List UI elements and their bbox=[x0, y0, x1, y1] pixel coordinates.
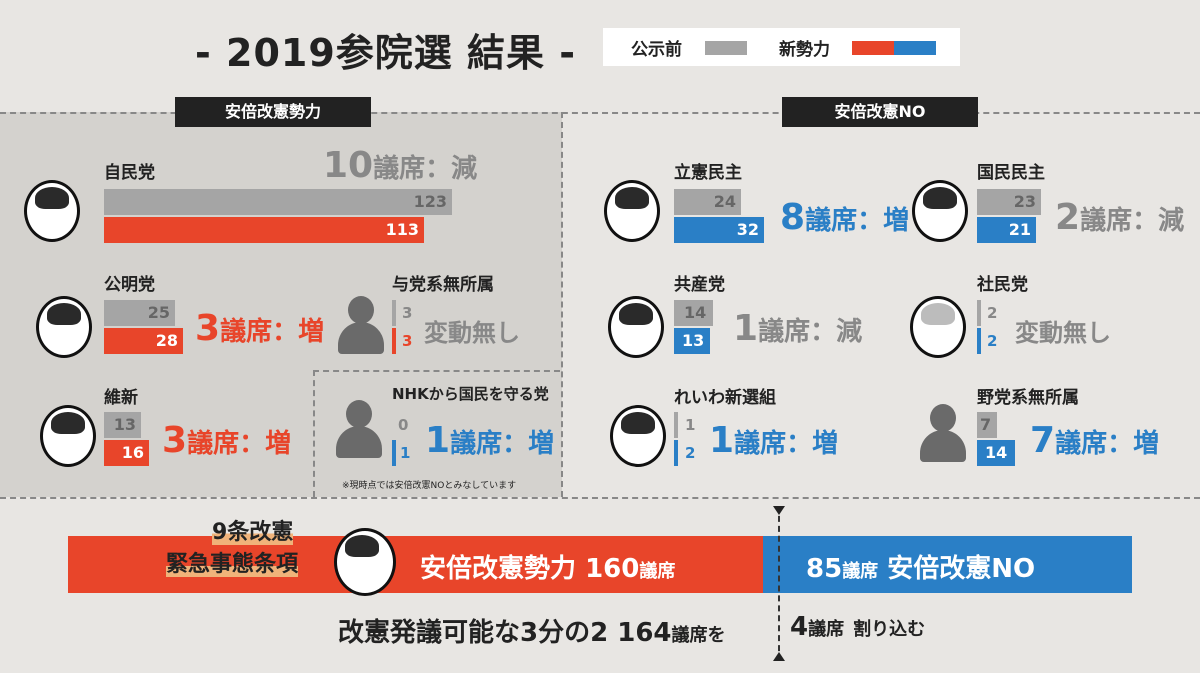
ldp-after-bar: 113 bbox=[104, 217, 424, 243]
dpfp-before-bar: 23 bbox=[977, 189, 1041, 215]
legend: 公示前 新勢力 bbox=[603, 28, 960, 66]
cdp-after-bar: 32 bbox=[674, 217, 764, 243]
opp-ind-name: 野党系無所属 bbox=[977, 388, 1079, 408]
pro-total-text: 安倍改憲勢力 160議席 bbox=[420, 554, 676, 584]
threshold-text: 改憲発議可能な3分の2 164議席を bbox=[338, 618, 726, 648]
dpfp-face-icon bbox=[912, 180, 968, 242]
marker-down-triangle-icon bbox=[773, 506, 785, 515]
ruling-ind-after-value: 3 bbox=[402, 332, 413, 350]
nhk-after-bar bbox=[392, 440, 396, 466]
cdp-face-icon bbox=[604, 180, 660, 242]
sdp-change: 変動無し bbox=[1015, 319, 1111, 347]
pro-section-tag: 安倍改憲勢力 bbox=[175, 97, 371, 127]
anti-section-tag: 安倍改憲NO bbox=[782, 97, 978, 127]
cdp-name: 立憲民主 bbox=[674, 163, 742, 183]
nhk-name: NHKから国民を守る党 bbox=[392, 385, 549, 403]
ldp-before-bar: 123 bbox=[104, 189, 452, 215]
divider-vertical bbox=[561, 112, 563, 497]
reiwa-after-bar bbox=[674, 440, 678, 466]
reiwa-name: れいわ新選組 bbox=[674, 388, 776, 408]
sdp-after-value: 2 bbox=[987, 332, 998, 350]
dpfp-name: 国民民主 bbox=[977, 163, 1045, 183]
sdp-after-bar bbox=[977, 328, 981, 354]
jcp-face-icon bbox=[608, 296, 664, 358]
komeito-before-bar: 25 bbox=[104, 300, 175, 326]
jcp-name: 共産党 bbox=[674, 275, 725, 295]
two-thirds-marker bbox=[778, 506, 780, 661]
abe-face-icon bbox=[334, 528, 396, 596]
legend-before-label: 公示前 bbox=[631, 40, 682, 60]
nhk-note: ※現時点では安倍改憲NOとみなしています bbox=[342, 481, 517, 491]
dpfp-after-bar: 21 bbox=[977, 217, 1036, 243]
marker-up-triangle-icon bbox=[773, 652, 785, 661]
ishin-after-bar: 16 bbox=[104, 440, 149, 466]
legend-after-label: 新勢力 bbox=[779, 40, 830, 60]
ruling-ind-change: 変動無し bbox=[424, 319, 520, 347]
jcp-after-bar: 13 bbox=[674, 328, 710, 354]
reiwa-face-icon bbox=[610, 405, 666, 467]
shortfall-text: 4議席 割り込む bbox=[790, 612, 926, 642]
legend-pro-swatch bbox=[852, 41, 894, 55]
komeito-change: 3議席：増 bbox=[195, 308, 325, 349]
ruling-ind-before-value: 3 bbox=[402, 304, 413, 322]
dpfp-change: 2議席：減 bbox=[1055, 197, 1185, 238]
legend-anti-swatch bbox=[894, 41, 936, 55]
cdp-before-bar: 24 bbox=[674, 189, 741, 215]
ldp-name: 自民党 bbox=[104, 163, 155, 183]
opp-ind-after-bar: 14 bbox=[977, 440, 1015, 466]
sdp-before-value: 2 bbox=[987, 304, 998, 322]
anti-panel bbox=[562, 112, 1200, 497]
sdp-face-icon bbox=[910, 296, 966, 358]
opp-ind-change: 7議席：増 bbox=[1030, 420, 1160, 461]
anti-total-bar bbox=[763, 536, 1132, 593]
ruling-ind-silhouette-icon bbox=[336, 296, 386, 354]
nhk-after-value: 1 bbox=[400, 444, 411, 462]
reiwa-after-value: 2 bbox=[685, 444, 696, 462]
nhk-silhouette-icon bbox=[334, 400, 384, 458]
cdp-change: 8議席：増 bbox=[780, 197, 910, 238]
page-title: - 2019参院選 結果 - bbox=[195, 31, 576, 75]
ruling-ind-after-bar bbox=[392, 328, 396, 354]
nhk-before-value: 0 bbox=[398, 416, 409, 434]
legend-before-swatch bbox=[705, 41, 747, 55]
sdp-before-bar bbox=[977, 300, 981, 326]
ruling-ind-name: 与党系無所属 bbox=[392, 275, 494, 295]
ishin-before-bar: 13 bbox=[104, 412, 141, 438]
komeito-face-icon bbox=[36, 296, 92, 358]
reiwa-change: 1議席：増 bbox=[709, 420, 839, 461]
sdp-name: 社民党 bbox=[977, 275, 1028, 295]
komeito-name: 公明党 bbox=[104, 275, 155, 295]
ishin-change: 3議席：増 bbox=[162, 420, 292, 461]
ruling-ind-before-bar bbox=[392, 300, 396, 326]
komeito-after-bar: 28 bbox=[104, 328, 183, 354]
ishin-name: 維新 bbox=[104, 388, 138, 408]
reiwa-before-value: 1 bbox=[685, 416, 696, 434]
reiwa-before-bar bbox=[674, 412, 678, 438]
ldp-change: 10議席：減 bbox=[323, 145, 478, 186]
divider-top bbox=[0, 112, 1200, 114]
opp-ind-silhouette-icon bbox=[918, 404, 968, 462]
opp-ind-before-bar: 7 bbox=[977, 412, 997, 438]
ldp-face-icon bbox=[24, 180, 80, 242]
divider-bottom bbox=[0, 497, 1200, 499]
jcp-change: 1議席：減 bbox=[733, 308, 863, 349]
callout-article9: 9条改憲 bbox=[212, 520, 294, 545]
jcp-before-bar: 14 bbox=[674, 300, 713, 326]
callout-emergency: 緊急事態条項 bbox=[166, 552, 299, 577]
nhk-change: 1議席：増 bbox=[425, 420, 555, 461]
ishin-face-icon bbox=[40, 405, 96, 467]
anti-total-text: 85議席 安倍改憲NO bbox=[806, 554, 1036, 584]
